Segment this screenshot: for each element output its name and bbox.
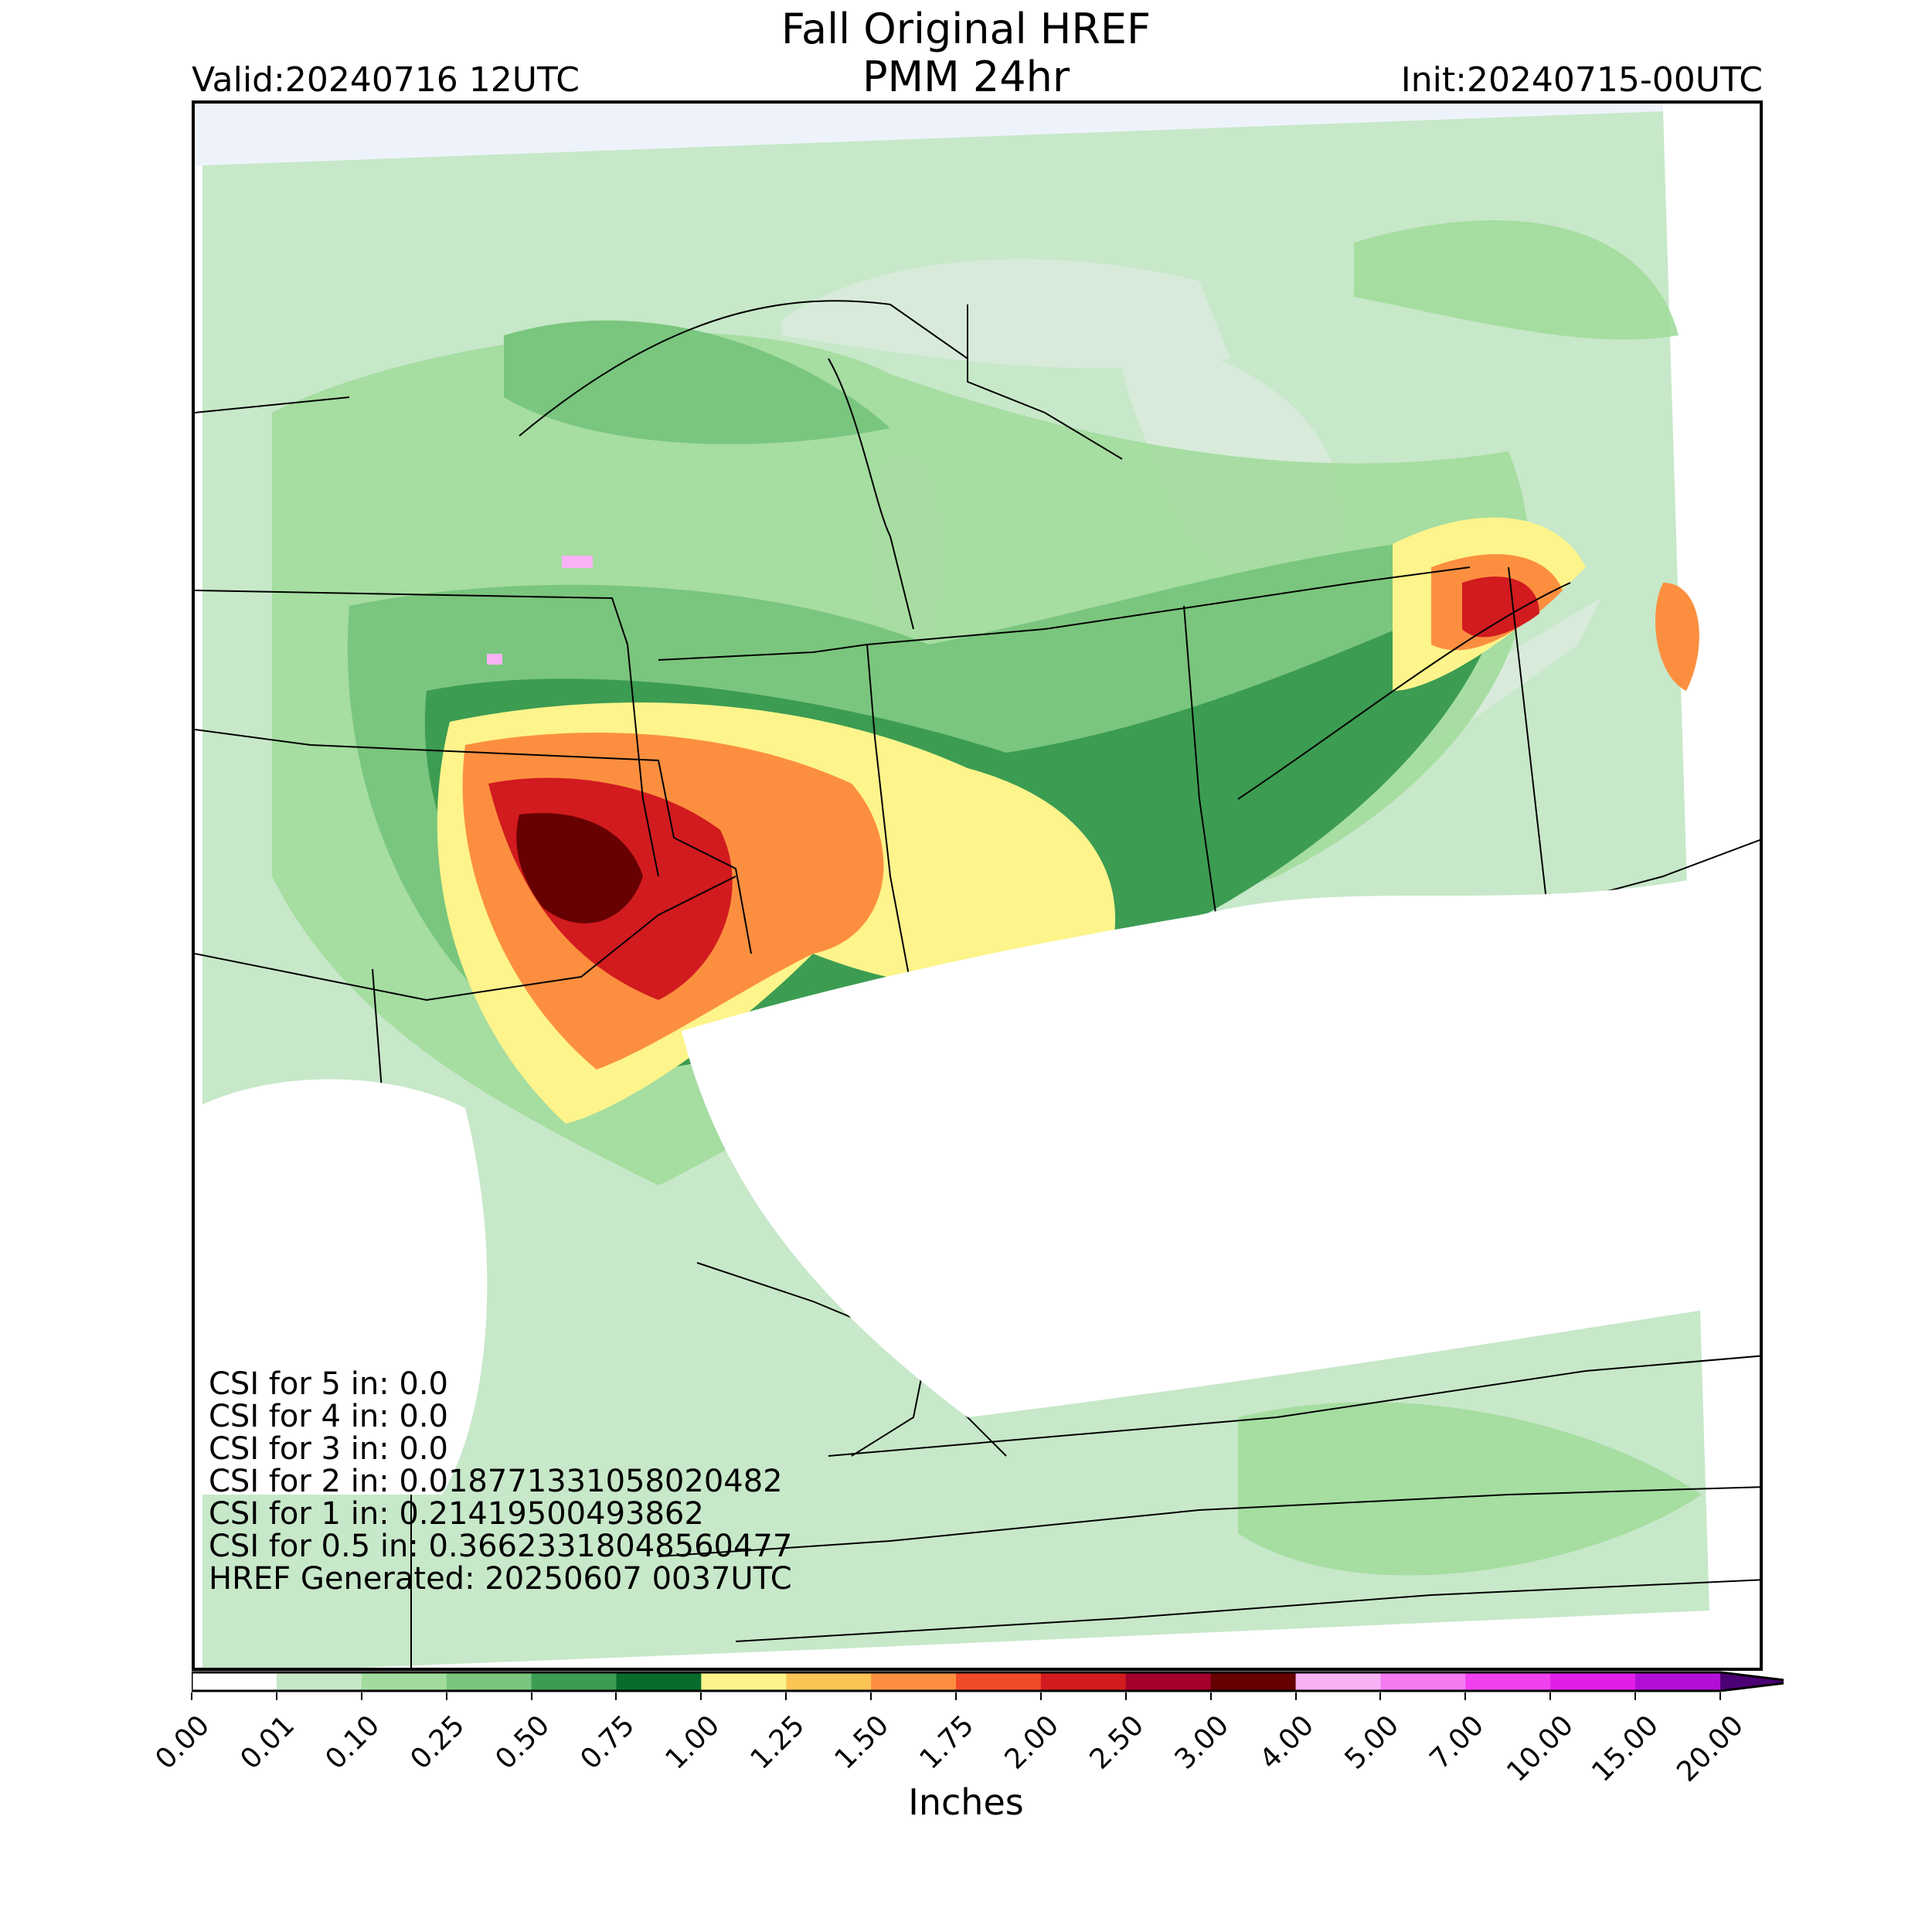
valid-time-label: Valid:20240716 12UTC <box>192 60 580 100</box>
colorbar-tick-mark <box>1379 1692 1382 1700</box>
colorbar-tick-label: 10.00 <box>1501 1709 1580 1788</box>
colorbar-tick-mark <box>700 1692 702 1700</box>
colorbar-segment <box>1295 1672 1381 1691</box>
colorbar-segment <box>871 1672 957 1691</box>
colorbar <box>192 1671 1784 1692</box>
colorbar-label: Inches <box>908 1781 1024 1823</box>
colorbar-segment <box>531 1672 617 1691</box>
colorbar-segment <box>786 1672 872 1691</box>
colorbar-tick-mark <box>360 1692 362 1700</box>
colorbar-segment <box>276 1672 362 1691</box>
no-precip-area <box>682 876 1709 1417</box>
colorbar-segment <box>1635 1672 1721 1691</box>
colorbar-tick-label: 1.75 <box>913 1709 981 1776</box>
colorbar-tick-mark <box>1464 1692 1467 1700</box>
colorbar-tick-label: 0.00 <box>149 1709 216 1776</box>
colorbar-tick-label: 1.25 <box>744 1709 811 1776</box>
colorbar-tick-mark <box>615 1692 617 1700</box>
colorbar-tick-mark <box>275 1692 277 1700</box>
colorbar-tick-label: 1.00 <box>659 1709 726 1776</box>
no-precip-west <box>195 1079 488 1495</box>
colorbar-tick-label: 1.50 <box>828 1709 896 1776</box>
colorbar-tick-label: 15.00 <box>1586 1709 1665 1788</box>
colorbar-tick-label: 20.00 <box>1671 1709 1750 1788</box>
csi-2in: CSI for 2 in: 0.018771331058020482 <box>209 1464 783 1499</box>
colorbar-tick-mark <box>445 1692 447 1700</box>
colorbar-segment <box>616 1672 702 1691</box>
colorbar-tick-label: 7.00 <box>1423 1709 1490 1776</box>
colorbar-tick-mark <box>870 1692 872 1700</box>
colorbar-tick-mark <box>1124 1692 1127 1700</box>
colorbar-segment <box>956 1672 1042 1691</box>
colorbar-segment <box>1210 1672 1297 1691</box>
colorbar-tick-mark <box>191 1692 192 1700</box>
colorbar-segment <box>446 1672 532 1691</box>
colorbar-segment <box>1380 1672 1466 1691</box>
colorbar-tick-mark <box>1719 1692 1722 1700</box>
chart-title-line1: Fall Original HREF <box>781 5 1151 53</box>
csi-0_5in: CSI for 0.5 in: 0.36623318048560477 <box>209 1529 793 1564</box>
colorbar-tick-label: 2.50 <box>1083 1709 1151 1776</box>
colorbar-tick-label: 4.00 <box>1253 1709 1321 1776</box>
href-generated: HREF Generated: 20250607 0037UTC <box>209 1561 792 1597</box>
csi-1in: CSI for 1 in: 0.21419500493862 <box>209 1496 704 1532</box>
colorbar-tick-label: 0.50 <box>489 1709 556 1776</box>
csi-5in: CSI for 5 in: 0.0 <box>209 1366 448 1402</box>
colorbar-tick-label: 2.00 <box>998 1709 1066 1776</box>
colorbar-tick-label: 3.00 <box>1168 1709 1236 1776</box>
colorbar-segment <box>1550 1672 1636 1691</box>
colorbar-segment <box>701 1672 787 1691</box>
no-precip-nw <box>195 104 1663 165</box>
colorbar-segment <box>1465 1672 1551 1691</box>
colorbar-outline <box>192 1671 1784 1692</box>
colorbar-tick-mark <box>530 1692 532 1700</box>
colorbar-tick-mark <box>1039 1692 1042 1700</box>
colorbar-tick-mark <box>785 1692 787 1700</box>
chart-title-line2: PMM 24hr <box>862 53 1070 101</box>
colorbar-tick-mark <box>955 1692 957 1700</box>
colorbar-segment <box>1125 1672 1212 1691</box>
colorbar-tick-mark <box>1634 1692 1637 1700</box>
colorbar-tick-label: 0.10 <box>319 1709 386 1776</box>
colorbar-tick-mark <box>1209 1692 1212 1700</box>
colorbar-tick-label: 5.00 <box>1338 1709 1405 1776</box>
precip-4in <box>487 556 593 665</box>
colorbar-segment <box>192 1672 277 1691</box>
init-time-label: Init:20240715-00UTC <box>1400 60 1763 100</box>
csi-stats: CSI for 5 in: 0.0 CSI for 4 in: 0.0 CSI … <box>209 1368 792 1595</box>
colorbar-tick-label: 0.75 <box>574 1709 641 1776</box>
colorbar-tick-mark <box>1549 1692 1552 1700</box>
csi-4in: CSI for 4 in: 0.0 <box>209 1399 448 1434</box>
precip-3in <box>516 813 643 923</box>
precipitation-map <box>192 100 1763 1671</box>
colorbar-segment <box>361 1672 447 1691</box>
colorbar-tick-label: 0.01 <box>234 1709 301 1776</box>
colorbar-tick-mark <box>1294 1692 1297 1700</box>
colorbar-segment <box>1040 1672 1127 1691</box>
colorbar-tick-label: 0.25 <box>404 1709 471 1776</box>
map-graphic <box>195 104 1760 1668</box>
colorbar-extend-arrow <box>1720 1672 1784 1691</box>
csi-3in: CSI for 3 in: 0.0 <box>209 1431 448 1467</box>
